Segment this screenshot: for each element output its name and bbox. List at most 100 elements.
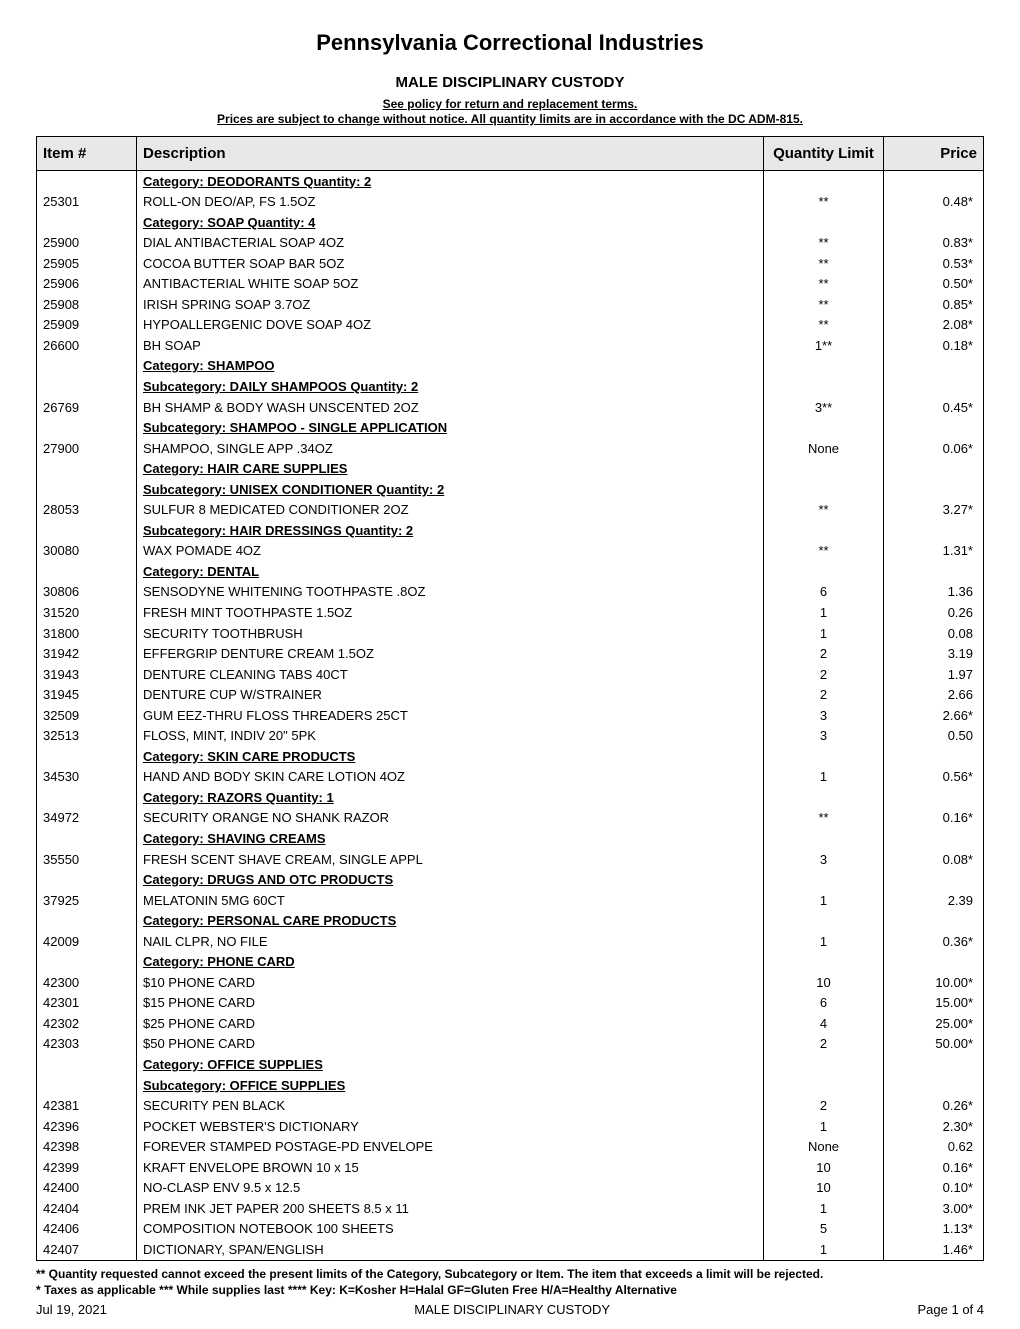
cell-price <box>884 459 984 480</box>
page-title: Pennsylvania Correctional Industries <box>36 30 984 56</box>
cell-price <box>884 418 984 439</box>
footnote-line-2: * Taxes as applicable *** While supplies… <box>36 1283 984 1299</box>
cell-item <box>37 870 137 891</box>
cell-item <box>37 171 137 192</box>
col-header-desc: Description <box>137 137 764 171</box>
table-row: Category: SKIN CARE PRODUCTS <box>37 746 984 767</box>
cell-qty: ** <box>764 274 884 295</box>
cell-item: 31800 <box>37 623 137 644</box>
col-header-qty: Quantity Limit <box>764 137 884 171</box>
cell-price: 0.08* <box>884 849 984 870</box>
cell-item <box>37 212 137 233</box>
cell-qty <box>764 1055 884 1076</box>
cell-qty: ** <box>764 192 884 213</box>
cell-qty: 6 <box>764 582 884 603</box>
col-header-item: Item # <box>37 137 137 171</box>
table-row: 25908IRISH SPRING SOAP 3.7OZ**0.85* <box>37 294 984 315</box>
cell-desc: IRISH SPRING SOAP 3.7OZ <box>137 294 764 315</box>
table-row: 37925MELATONIN 5MG 60CT12.39 <box>37 890 984 911</box>
cell-item: 42009 <box>37 931 137 952</box>
cell-desc: MELATONIN 5MG 60CT <box>137 890 764 911</box>
category-heading: Category: PERSONAL CARE PRODUCTS <box>137 911 764 932</box>
table-row: Category: HAIR CARE SUPPLIES <box>37 459 984 480</box>
cell-price: 0.62 <box>884 1137 984 1158</box>
cell-qty <box>764 870 884 891</box>
cell-qty <box>764 479 884 500</box>
table-row: Category: DRUGS AND OTC PRODUCTS <box>37 870 984 891</box>
cell-item: 25906 <box>37 274 137 295</box>
cell-qty: 1 <box>764 890 884 911</box>
policy-line-1: See policy for return and replacement te… <box>36 97 984 111</box>
cell-price: 2.66 <box>884 685 984 706</box>
cell-qty <box>764 520 884 541</box>
cell-qty: 5 <box>764 1219 884 1240</box>
cell-qty: ** <box>764 315 884 336</box>
cell-item: 25301 <box>37 192 137 213</box>
cell-item <box>37 746 137 767</box>
cell-qty <box>764 787 884 808</box>
subcategory-heading: Subcategory: OFFICE SUPPLIES <box>137 1075 764 1096</box>
page-subtitle: MALE DISCIPLINARY CUSTODY <box>36 74 984 91</box>
table-row: 42407DICTIONARY, SPAN/ENGLISH11.46* <box>37 1239 984 1260</box>
cell-qty: 1 <box>764 1239 884 1260</box>
cell-item <box>37 952 137 973</box>
cell-qty: None <box>764 438 884 459</box>
cell-qty: 4 <box>764 1013 884 1034</box>
cell-price: 3.19 <box>884 644 984 665</box>
cell-qty <box>764 459 884 480</box>
table-row: Category: SHAVING CREAMS <box>37 829 984 850</box>
cell-price: 25.00* <box>884 1013 984 1034</box>
table-row: 42009NAIL CLPR, NO FILE10.36* <box>37 931 984 952</box>
cell-item: 26769 <box>37 397 137 418</box>
cell-qty: 2 <box>764 1034 884 1055</box>
cell-desc: BH SOAP <box>137 335 764 356</box>
cell-qty <box>764 1075 884 1096</box>
cell-desc: KRAFT ENVELOPE BROWN 10 x 15 <box>137 1157 764 1178</box>
cell-qty: ** <box>764 541 884 562</box>
cell-item: 25909 <box>37 315 137 336</box>
cell-price: 0.26* <box>884 1096 984 1117</box>
footer-page: Page 1 of 4 <box>918 1302 985 1317</box>
table-row: 26600BH SOAP1**0.18* <box>37 335 984 356</box>
cell-qty <box>764 746 884 767</box>
cell-desc: DENTURE CLEANING TABS 40CT <box>137 664 764 685</box>
cell-item: 42396 <box>37 1116 137 1137</box>
cell-price: 2.66* <box>884 705 984 726</box>
cell-qty: 1 <box>764 931 884 952</box>
table-row: 42301$15 PHONE CARD615.00* <box>37 993 984 1014</box>
cell-item: 37925 <box>37 890 137 911</box>
cell-item <box>37 911 137 932</box>
cell-price: 1.13* <box>884 1219 984 1240</box>
cell-item: 31520 <box>37 602 137 623</box>
table-row: 25905COCOA BUTTER SOAP BAR 5OZ**0.53* <box>37 253 984 274</box>
cell-desc: SECURITY TOOTHBRUSH <box>137 623 764 644</box>
cell-desc: $15 PHONE CARD <box>137 993 764 1014</box>
cell-price <box>884 911 984 932</box>
cell-desc: GUM EEZ-THRU FLOSS THREADERS 25CT <box>137 705 764 726</box>
cell-price: 2.08* <box>884 315 984 336</box>
cell-item: 42381 <box>37 1096 137 1117</box>
cell-desc: SECURITY ORANGE NO SHANK RAZOR <box>137 808 764 829</box>
table-row: 25900DIAL ANTIBACTERIAL SOAP 4OZ**0.83* <box>37 233 984 254</box>
policy-line-2: Prices are subject to change without not… <box>36 112 984 126</box>
cell-price <box>884 356 984 377</box>
cell-qty: 1 <box>764 623 884 644</box>
table-row: 30080WAX POMADE 4OZ**1.31* <box>37 541 984 562</box>
page-footer: Jul 19, 2021 MALE DISCIPLINARY CUSTODY P… <box>36 1302 984 1317</box>
cell-price: 0.48* <box>884 192 984 213</box>
cell-qty: 3 <box>764 726 884 747</box>
cell-desc: SHAMPOO, SINGLE APP .34OZ <box>137 438 764 459</box>
cell-price <box>884 870 984 891</box>
table-row: 42381SECURITY PEN BLACK20.26* <box>37 1096 984 1117</box>
table-row: Subcategory: SHAMPOO - SINGLE APPLICATIO… <box>37 418 984 439</box>
table-row: Category: DENTAL <box>37 561 984 582</box>
col-header-price: Price <box>884 137 984 171</box>
cell-item: 25908 <box>37 294 137 315</box>
footer-center: MALE DISCIPLINARY CUSTODY <box>414 1302 610 1317</box>
category-heading: Category: PHONE CARD <box>137 952 764 973</box>
cell-price: 2.39 <box>884 890 984 911</box>
cell-price: 0.16* <box>884 1157 984 1178</box>
cell-qty: 1** <box>764 335 884 356</box>
cell-qty: 2 <box>764 1096 884 1117</box>
table-row: Subcategory: HAIR DRESSINGS Quantity: 2 <box>37 520 984 541</box>
